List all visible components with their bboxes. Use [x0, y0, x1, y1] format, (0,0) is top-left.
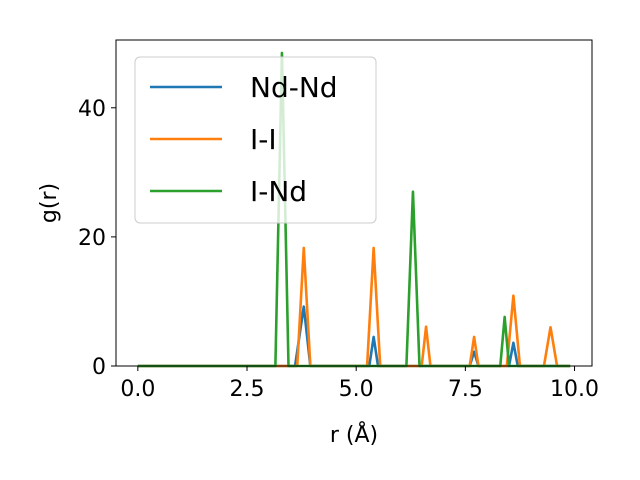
ticks-layer: 0.0 2.5 5.0 7.5 10.0 0 20 40	[78, 97, 599, 402]
y-tick-label: 40	[78, 97, 106, 122]
legend-label: I-Nd	[250, 175, 307, 208]
axes-frame	[115, 39, 593, 367]
legend: Nd-Nd I-I I-Nd	[134, 56, 377, 224]
y-tick-label: 0	[92, 355, 106, 380]
legend-box	[134, 56, 377, 224]
x-tick-label: 2.5	[230, 377, 265, 402]
x-tick-label: 10.0	[550, 377, 599, 402]
legend-label: I-I	[250, 123, 277, 156]
x-tick-label: 5.0	[339, 377, 374, 402]
x-tick-label: 7.5	[448, 377, 483, 402]
legend-label: Nd-Nd	[250, 71, 338, 104]
x-axis-label: r (Å)	[330, 421, 378, 448]
series-line-i-i	[137, 246, 571, 368]
y-tick-label: 20	[78, 226, 106, 251]
axes-layer	[115, 39, 593, 367]
y-axis-label: g(r)	[37, 183, 62, 223]
x-tick-label: 0.0	[120, 377, 155, 402]
